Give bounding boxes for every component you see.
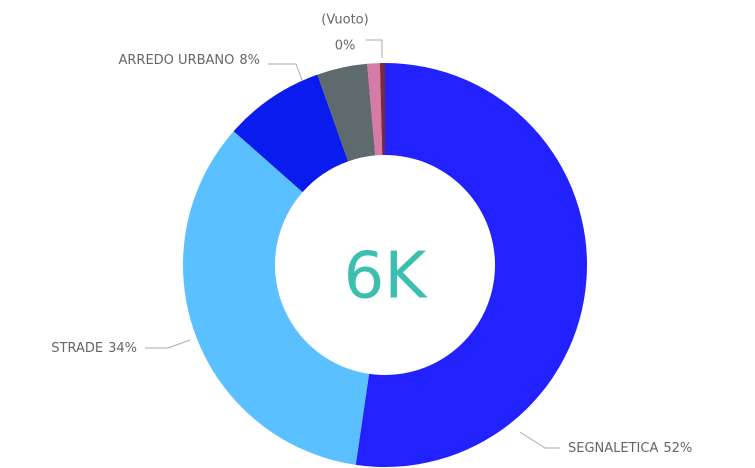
donut-slice	[317, 63, 376, 162]
slice-label: STRADE	[51, 341, 103, 356]
slice-label: (Vuoto)	[321, 13, 368, 28]
leader-line	[519, 431, 560, 449]
donut-slice	[367, 63, 383, 156]
slice-label: ARREDO URBANO	[119, 53, 235, 68]
slice-label: SEGNALETICA	[568, 441, 658, 456]
slice-value-label: 8%	[239, 53, 260, 68]
leader-line	[145, 339, 191, 349]
slice-value-label: 52%	[663, 441, 692, 456]
slice-value-label: 0%	[335, 39, 356, 54]
slice-label-group: ARREDO URBANO 8%	[119, 53, 261, 68]
donut-slice	[183, 131, 370, 465]
slice-label-group: SEGNALETICA 52%	[568, 441, 692, 456]
center-label: 6K	[344, 240, 429, 314]
donut-slice	[379, 63, 385, 156]
slice-label-group: STRADE 34%	[51, 341, 137, 356]
leader-line	[366, 39, 383, 58]
donut-slice	[355, 63, 587, 467]
donut-slice	[233, 74, 349, 193]
slice-value-label: 34%	[108, 341, 137, 356]
leader-line	[268, 63, 303, 81]
